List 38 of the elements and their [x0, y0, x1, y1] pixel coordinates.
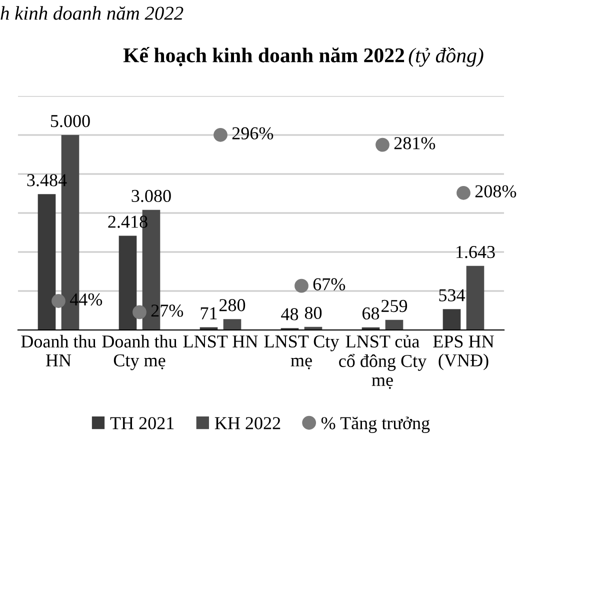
chart-subtitle: (tỷ đồng): [408, 47, 484, 67]
data-label: 71: [200, 307, 217, 320]
data-label: 3.080: [132, 190, 171, 202]
legend-label: TH 2021: [110, 417, 174, 430]
point: [52, 294, 66, 308]
data-label: 281%: [394, 137, 436, 150]
legend-label: % Tăng trưởng: [321, 416, 430, 433]
bar: [223, 319, 242, 330]
data-label: 68: [362, 307, 380, 320]
point: [132, 305, 146, 320]
data-label: 80: [304, 306, 322, 320]
bar: [466, 266, 484, 330]
point: [214, 128, 228, 142]
chart-title: Kế hoạch kinh doanh năm 2022: [123, 47, 404, 66]
x-tick-label: Doanh thu HN: [21, 334, 96, 366]
bar: [118, 236, 137, 330]
data-label: 280: [219, 299, 246, 312]
data-label: 5.000: [50, 114, 90, 128]
point: [376, 138, 390, 152]
bar: [385, 320, 404, 330]
bar: [442, 309, 461, 330]
data-label: 259: [381, 300, 408, 312]
data-label: 48: [281, 308, 298, 320]
data-label: 67%: [313, 278, 346, 290]
text: h kinh doanh năm 2022: [0, 6, 184, 20]
x-tick-label: LNST HN: [183, 335, 258, 348]
legend-label: KH 2022: [214, 417, 280, 430]
x-tick-label: LNST Cty mẹ: [264, 335, 340, 370]
point: [294, 278, 308, 293]
data-label: 1.643: [456, 246, 495, 258]
bar: [38, 194, 56, 330]
x-tick-label: Doanh thu Cty mẹ: [102, 334, 178, 370]
data-label: 534: [439, 289, 466, 302]
data-label: 208%: [475, 185, 516, 198]
data-label: 296%: [232, 127, 274, 140]
x-tick-label: LNST của cổ đông Cty mẹ: [339, 334, 427, 389]
x-tick-label: EPS HN (VNĐ): [433, 335, 494, 370]
point: [456, 186, 470, 200]
